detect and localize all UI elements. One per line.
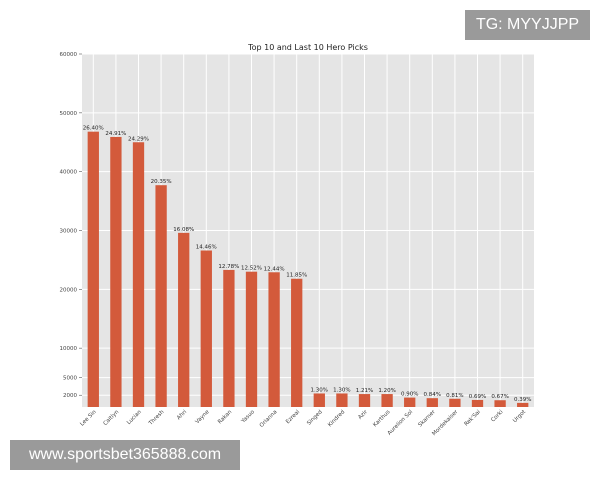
bar-19: [517, 402, 529, 407]
x-tick-label-1: Caitlyn: [103, 409, 121, 427]
x-tick-label-8: Orianna: [259, 409, 279, 429]
bar-16: [449, 398, 461, 407]
data-label-14: 0.90%: [401, 392, 418, 398]
watermark-bottom: www.sportsbet365888.com: [10, 440, 240, 470]
data-label-8: 12.44%: [264, 266, 285, 272]
x-tick-label-9: Ezreal: [285, 409, 301, 425]
data-label-1: 24.91%: [105, 131, 126, 137]
bar-9: [291, 278, 303, 407]
bar-7: [245, 271, 258, 407]
data-labels: 26.40%24.91%24.29% 20.35% 16.08% 14.46% 12.7…: [83, 126, 532, 403]
y-tick-label-4: 30000: [60, 229, 78, 235]
bar-3: [155, 185, 167, 407]
x-tick-label-13: Karthus: [372, 409, 391, 428]
y-tick-label-1: 5000: [63, 376, 77, 382]
x-tick-label-7: Yasuo: [240, 409, 256, 425]
bar-13: [381, 394, 393, 407]
y-axis: 2000 5000 10000 20000 30000 40000 50000 60000: [60, 52, 82, 399]
bar-4: [178, 232, 190, 407]
watermark-top: TG: MYYJJPP: [465, 10, 590, 40]
data-label-10: 1.30%: [311, 387, 328, 393]
y-tick-label-5: 40000: [60, 170, 78, 176]
data-label-18: 0.67%: [491, 394, 508, 400]
x-tick-label-17: Rek'Sai: [463, 409, 482, 428]
bars: [87, 131, 529, 407]
x-tick-label-18: Corki: [490, 409, 505, 424]
bar-1: [110, 136, 122, 407]
data-label-9: 11.85%: [286, 273, 307, 279]
data-label-15: 0.84%: [424, 392, 441, 398]
x-tick-label-11: Kindred: [327, 409, 346, 428]
bar-5: [200, 250, 212, 407]
bar-6: [223, 269, 235, 407]
y-tick-label-7: 60000: [60, 52, 78, 58]
x-tick-label-4: Ahri: [176, 409, 188, 421]
data-label-2: 24.29%: [128, 136, 149, 142]
x-tick-label-6: Rakan: [217, 409, 234, 426]
x-tick-label-5: Vayne: [195, 409, 212, 426]
data-label-0: 26.40%: [83, 126, 104, 132]
data-label-12: 1.21%: [356, 388, 373, 394]
x-tick-label-0: Lee Sin: [79, 409, 98, 428]
data-label-17: 0.69%: [469, 394, 486, 400]
bar-8: [268, 272, 280, 407]
x-tick-label-3: Thresh: [147, 409, 166, 428]
data-label-13: 1.20%: [378, 388, 395, 394]
bar-18: [494, 400, 506, 407]
bar-11: [336, 393, 348, 407]
bar-15: [426, 398, 438, 407]
data-label-11: 1.30%: [333, 387, 350, 393]
chart-title: Top 10 and Last 10 Hero Picks: [247, 43, 368, 52]
data-label-6: 12.78%: [218, 264, 239, 270]
y-tick-label-3: 20000: [60, 287, 78, 293]
y-tick-label-6: 50000: [60, 111, 78, 117]
bar-17: [471, 399, 484, 407]
data-label-16: 0.81%: [446, 393, 463, 399]
data-label-19: 0.39%: [514, 397, 531, 403]
bar-14: [404, 397, 416, 407]
bar-2: [132, 142, 145, 407]
x-tick-label-19: Urgot: [512, 409, 528, 425]
bar-0: [87, 131, 99, 407]
bar-10: [313, 393, 325, 407]
bar-12: [358, 394, 371, 407]
y-tick-label-2: 10000: [60, 346, 78, 352]
x-tick-label-15: Skarner: [417, 409, 437, 429]
x-tick-label-12: Azir: [357, 409, 369, 421]
x-tick-label-2: Lucian: [126, 409, 143, 426]
x-axis: Lee Sin Caitlyn Lucian Thresh Ahri Vayne Rakan…: [79, 409, 527, 438]
data-label-3: 20.35%: [151, 179, 172, 185]
data-label-4: 16.08%: [173, 227, 194, 233]
y-tick-label-0: 2000: [63, 393, 77, 399]
data-label-5: 14.46%: [196, 245, 217, 251]
x-tick-label-10: Singed: [306, 409, 324, 427]
data-label-7: 12.52%: [241, 266, 262, 272]
